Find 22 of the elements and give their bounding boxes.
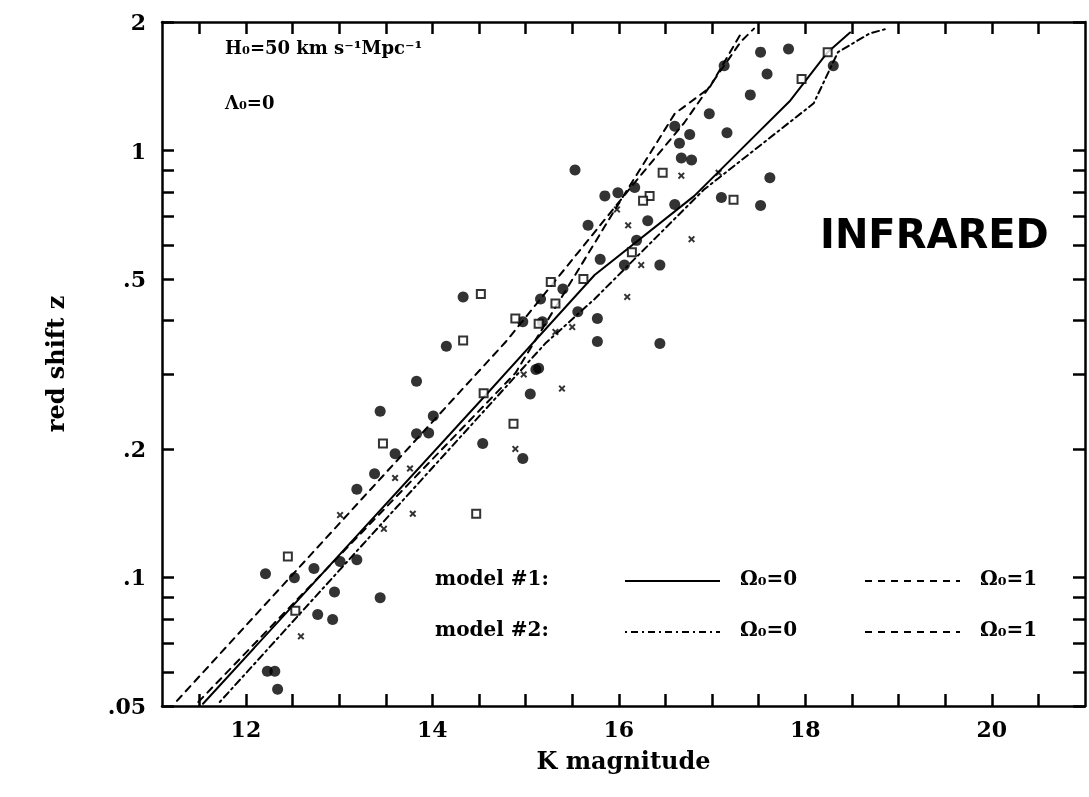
legend-label: Ω₀=0 <box>740 617 798 641</box>
annotation: INFRARED <box>820 211 1049 257</box>
annotation: H₀=50 km s⁻¹Mpc⁻¹ <box>225 36 423 58</box>
x-tick-label: 16 <box>603 716 635 742</box>
y-tick-label: .5 <box>123 266 146 293</box>
annotation: Λ₀=0 <box>224 91 275 113</box>
x-tick-label: 12 <box>230 716 262 742</box>
x-tick-label: 14 <box>417 716 448 742</box>
y-tick-label: .1 <box>123 564 146 591</box>
y-axis-title: red shift z <box>40 295 70 433</box>
x-tick-label: 20 <box>976 716 1008 742</box>
annotation: model #2: <box>435 617 549 641</box>
annotation: model #1: <box>435 566 549 590</box>
y-tick-label: 1 <box>130 137 146 164</box>
y-tick-label: .05 <box>107 693 146 719</box>
legend-label: Ω₀=1 <box>980 566 1038 590</box>
legend-label: Ω₀=1 <box>980 617 1038 641</box>
legend-label: Ω₀=0 <box>740 566 798 590</box>
y-tick-label: .2 <box>123 435 146 462</box>
x-axis-title: K magnitude <box>536 745 711 775</box>
x-tick-label: 18 <box>789 716 821 742</box>
y-tick-label: 2 <box>130 9 146 35</box>
